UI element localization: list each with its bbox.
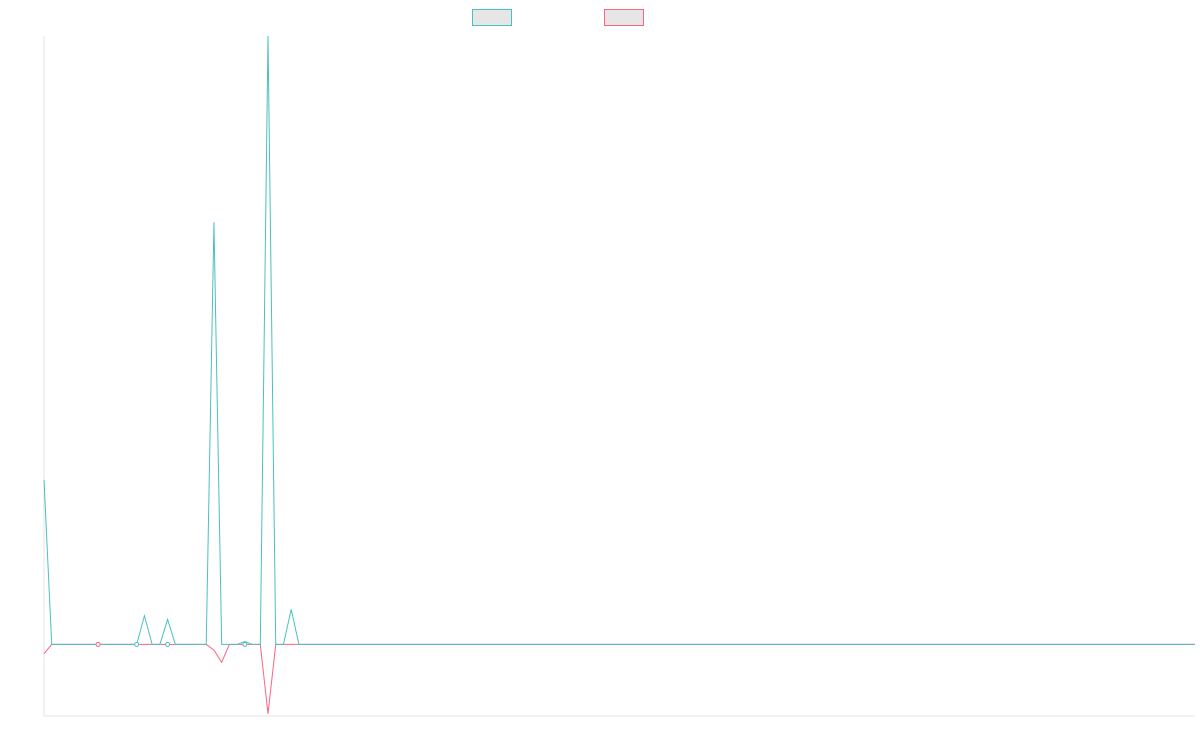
data-point-16[interactable]: [165, 641, 171, 647]
data-point-12[interactable]: [134, 641, 140, 647]
series-b-line: [43, 643, 1195, 714]
series-a-line: [43, 35, 1195, 645]
legend-swatch-series-a[interactable]: [472, 9, 512, 26]
data-point-26[interactable]: [242, 641, 248, 647]
legend: [0, 9, 1200, 27]
legend-swatch-series-b[interactable]: [604, 9, 644, 26]
data-point-7[interactable]: [95, 641, 101, 647]
